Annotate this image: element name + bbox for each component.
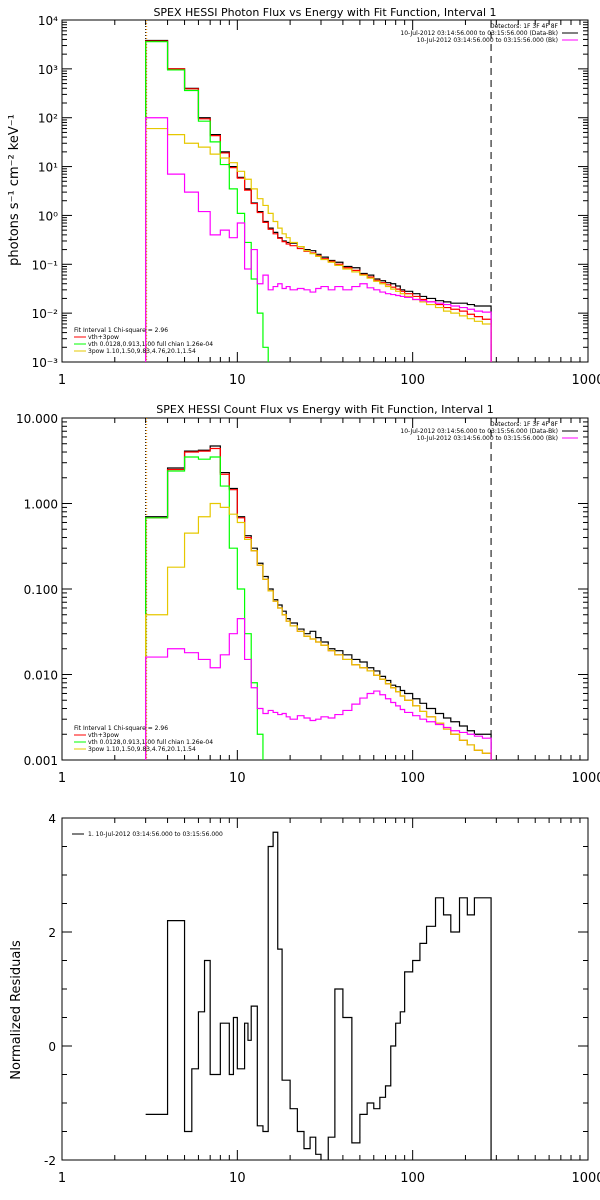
y-tick-label: 10⁻² (32, 307, 59, 321)
info-top-line: 10-Jul-2012 03:14:56.000 to 03:15:56.000… (417, 435, 558, 442)
series-line-0 (145, 831, 492, 1160)
fit-info-line: vth 0.0128,0.913,1.00 full chian 1.26e-0… (88, 739, 213, 746)
x-tick-label: 100 (400, 373, 425, 388)
plot-frame (61, 417, 589, 761)
series-line-2 (145, 41, 269, 362)
y-tick-label: 10¹ (38, 161, 58, 175)
info-top-line: Detectors: 1F 3F 4F 8F (490, 23, 559, 30)
photon-flux-ylabel: photons s⁻¹ cm⁻² keV⁻¹ (7, 114, 22, 266)
x-tick-label: 10 (229, 1171, 246, 1186)
info-top-line: 10-Jul-2012 03:14:56.000 to 03:15:56.000… (400, 30, 558, 37)
series-line-1 (145, 40, 492, 362)
fit-info-line: vth 0.0128,0.913,1.00 full chian 1.26e-0… (88, 341, 213, 348)
y-tick-label: -2 (44, 1154, 56, 1168)
fit-info-line: 3pow 1.10,1.50,9.83,4.76,20.1,1.54 (88, 348, 196, 355)
legend-entry: 1. 10-Jul-2012 03:14:56.000 to 03:15:56.… (88, 831, 223, 838)
y-tick-label: 1.000 (24, 498, 58, 512)
x-tick-label: 1 (58, 373, 66, 388)
y-tick-label: 10⁻¹ (32, 258, 59, 272)
series-line-3 (145, 502, 492, 760)
series-line-2 (145, 456, 264, 760)
series-group (145, 445, 492, 760)
y-tick-label: 0.010 (24, 669, 58, 683)
plot-frame (61, 19, 589, 363)
fit-info-line: vth+3pow (88, 732, 119, 739)
y-tick-label: 0.001 (24, 754, 58, 768)
y-tick-label: 10⁰ (38, 209, 58, 223)
fit-info-line: 3pow 1.10,1.50,9.83,4.76,20.1,1.54 (88, 746, 196, 753)
plot-frame (61, 817, 589, 1161)
series-line-0 (145, 445, 492, 760)
series-group (145, 39, 492, 362)
x-tick-label: 10 (229, 771, 246, 786)
y-tick-label: 0.100 (24, 583, 58, 597)
x-tick-label: 100 (400, 771, 425, 786)
info-top-line: 10-Jul-2012 03:14:56.000 to 03:15:56.000… (417, 37, 558, 44)
count-flux-panel: SPEX HESSI Count Flux vs Energy with Fit… (16, 403, 600, 786)
y-tick-label: 0 (48, 1040, 56, 1054)
info-top-line: 10-Jul-2012 03:14:56.000 to 03:15:56.000… (400, 428, 558, 435)
x-tick-label: 1 (58, 771, 66, 786)
x-tick-label: 1 (58, 1171, 66, 1186)
series-line-4 (145, 618, 492, 760)
series-group (145, 831, 492, 1160)
y-tick-label: 10⁻³ (32, 356, 59, 370)
fit-info-line: Fit Interval 1 Chi-square = 2.96 (74, 725, 168, 732)
photon-flux-panel: SPEX HESSI Photon Flux vs Energy with Fi… (7, 6, 600, 388)
series-line-1 (145, 447, 492, 760)
count-flux-title: SPEX HESSI Count Flux vs Energy with Fit… (156, 403, 493, 416)
y-tick-label: 10² (38, 112, 58, 126)
residuals-ylabel: Normalized Residuals (9, 940, 24, 1080)
y-tick-label: 10³ (38, 63, 58, 77)
fit-info-line: Fit Interval 1 Chi-square = 2.96 (74, 327, 168, 334)
info-top-line: Detectors: 1F 3F 4F 8F (490, 421, 559, 428)
x-tick-label: 100 (400, 1171, 425, 1186)
series-line-0 (145, 39, 492, 362)
y-tick-label: 10⁴ (38, 14, 58, 28)
series-line-4 (145, 117, 492, 362)
x-tick-label: 10 (229, 373, 246, 388)
photon-flux-title: SPEX HESSI Photon Flux vs Energy with Fi… (153, 6, 496, 19)
y-tick-label: 2 (48, 926, 56, 940)
y-tick-label: 10.000 (16, 412, 58, 426)
fit-info-line: vth+3pow (88, 334, 119, 341)
series-line-3 (145, 127, 492, 362)
y-tick-label: 4 (48, 812, 56, 826)
